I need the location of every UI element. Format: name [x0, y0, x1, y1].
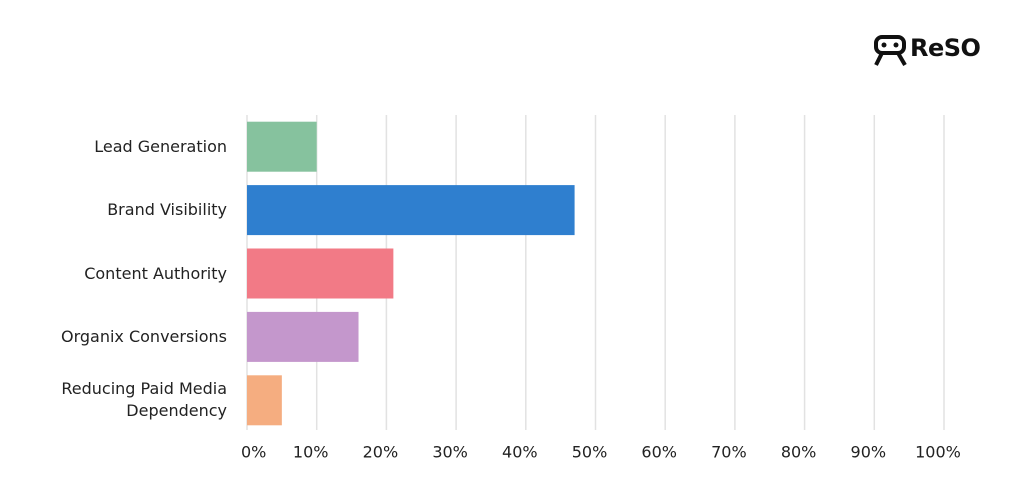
x-tick-label: 10% — [293, 443, 329, 462]
x-tick-label: 70% — [711, 443, 747, 462]
x-tick-label: 80% — [781, 443, 817, 462]
y-tick-label: Lead Generation — [94, 136, 227, 156]
x-tick-label: 60% — [641, 443, 677, 462]
logo-eye — [893, 42, 899, 48]
x-tick-label: 40% — [502, 443, 538, 462]
bar — [247, 311, 359, 362]
y-tick-label: Organix Conversions — [60, 326, 227, 346]
bar — [247, 375, 282, 426]
x-tick-label: 30% — [432, 443, 468, 462]
bar — [247, 121, 317, 172]
x-tick-label: 50% — [572, 443, 608, 462]
y-tick-label: Brand Visibility — [107, 200, 227, 220]
x-tick-label: 20% — [363, 443, 399, 462]
x-tick-label: 100% — [915, 443, 961, 462]
y-tick-label: Content Authority — [84, 263, 227, 283]
x-tick-label: 0% — [241, 443, 266, 462]
brand-name: ReSO — [910, 34, 981, 62]
logo-icon — [874, 35, 907, 67]
x-tick-label: 90% — [851, 443, 887, 462]
y-tick-label: Reducing Paid Media Dependency — [61, 379, 227, 421]
bar — [247, 185, 575, 236]
logo-eye — [881, 42, 887, 48]
bar — [247, 248, 394, 299]
